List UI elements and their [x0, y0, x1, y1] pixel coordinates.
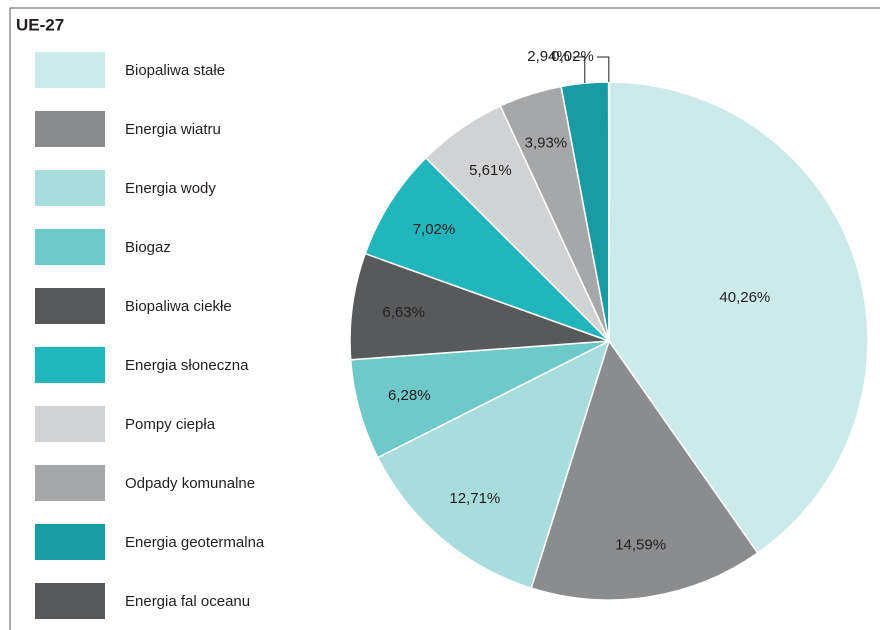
- legend-label: Biopaliwa ciekłe: [125, 298, 232, 315]
- slice-label: 0,02%: [551, 48, 594, 65]
- legend-label: Energia słoneczna: [125, 357, 249, 374]
- chart-title: UE-27: [16, 15, 64, 34]
- pie-slice: [364, 156, 610, 342]
- legend-swatch: [35, 288, 105, 324]
- slice-label: 6,63%: [382, 304, 425, 321]
- frame: [9, 7, 880, 630]
- pie-slice: [376, 339, 611, 589]
- legend-swatch: [35, 465, 105, 501]
- slice-label: 12,71%: [449, 490, 500, 507]
- legend-swatch: [35, 229, 105, 265]
- legend-swatch: [35, 52, 105, 88]
- slice-label: 14,59%: [615, 537, 666, 554]
- leader-line: [572, 56, 586, 84]
- legend-swatch: [35, 406, 105, 442]
- slice-label: 3,93%: [525, 135, 568, 152]
- legend-label: Energia wiatru: [125, 121, 221, 138]
- slice-label: 7,02%: [413, 221, 456, 238]
- legend-swatch: [35, 111, 105, 147]
- slice-label: 2,94%: [527, 48, 570, 65]
- legend-swatch: [35, 524, 105, 560]
- legend-label: Energia geotermalna: [125, 534, 265, 551]
- legend-label: Energia fal oceanu: [125, 593, 250, 610]
- legend-swatch: [35, 170, 105, 206]
- pie-slice: [608, 81, 869, 555]
- legend-label: Pompy ciepła: [125, 416, 216, 433]
- pie-slice: [530, 339, 759, 601]
- legend-label: Biogaz: [125, 239, 171, 256]
- leader-line: [596, 56, 610, 83]
- slice-label: 5,61%: [469, 162, 512, 179]
- pie-slice: [349, 252, 610, 361]
- slice-label: 6,28%: [388, 387, 431, 404]
- legend-swatch: [35, 347, 105, 383]
- legend-label: Energia wody: [125, 180, 216, 197]
- legend-swatch: [35, 583, 105, 619]
- legend-label: Biopaliwa stałe: [125, 62, 225, 79]
- slice-label: 40,26%: [719, 289, 770, 306]
- legend-label: Odpady komunalne: [125, 475, 255, 492]
